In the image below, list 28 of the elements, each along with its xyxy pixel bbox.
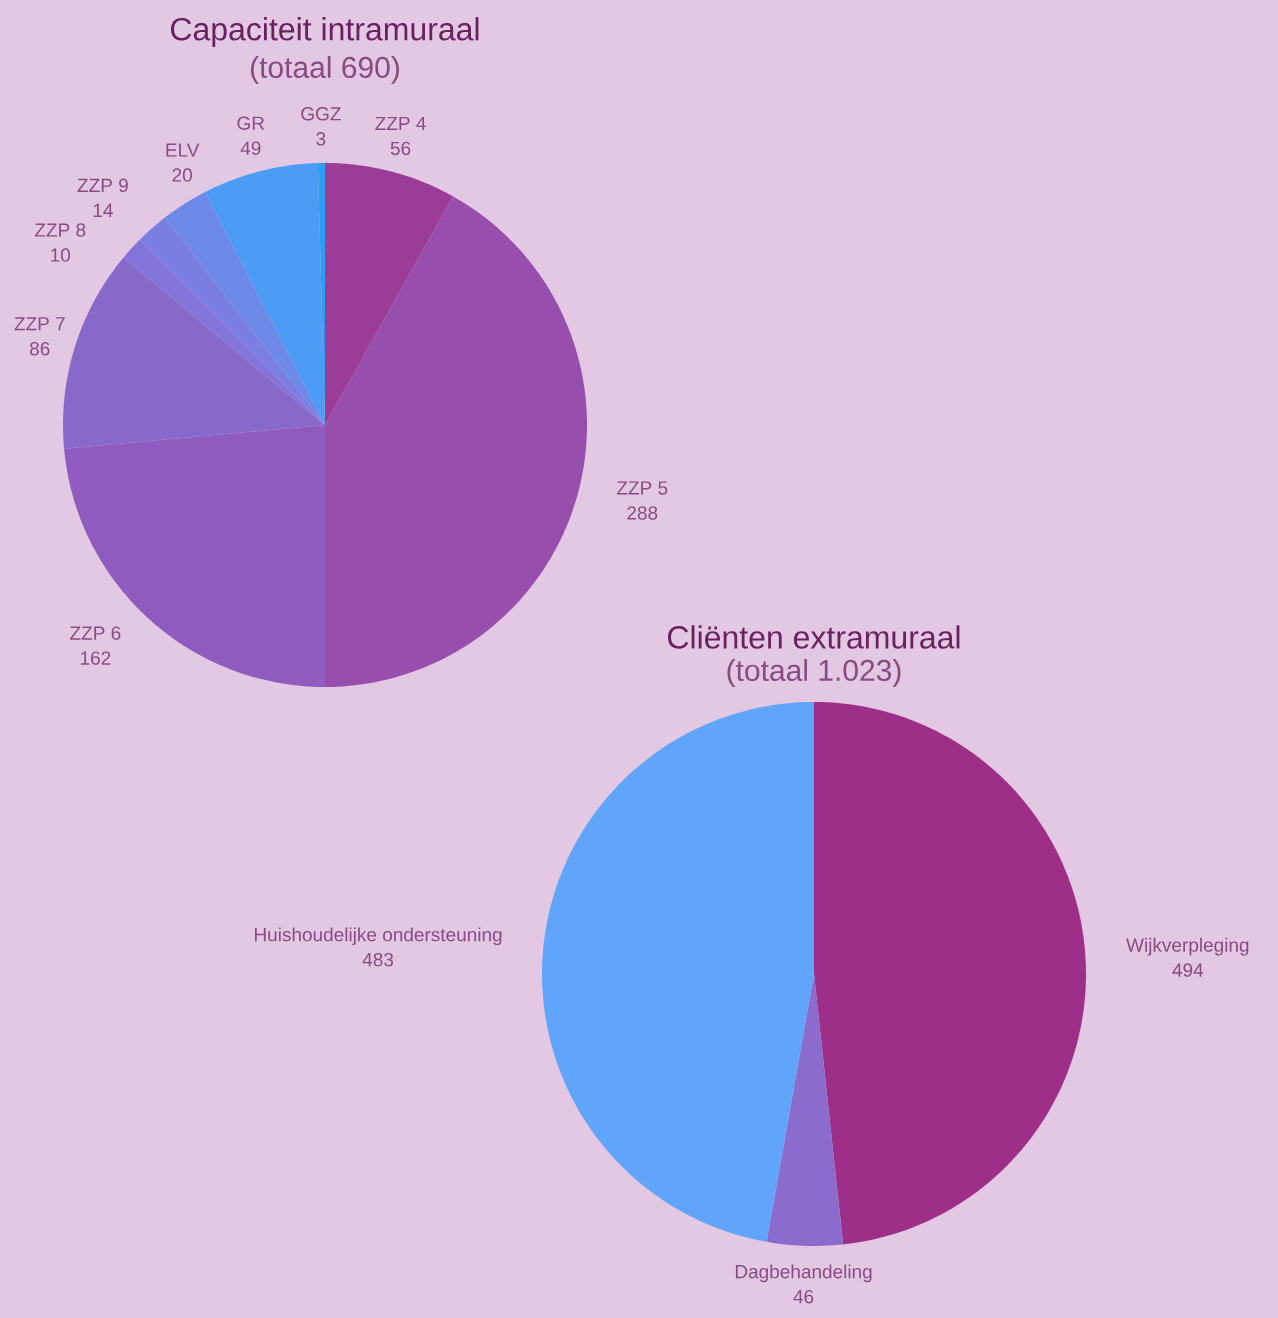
slice-label: ZZP 8: [34, 223, 86, 237]
slice-label: ZZP 7: [14, 317, 65, 331]
data-label: 49: [240, 141, 261, 155]
chart-title: Cliënten extramuraal: [668, 625, 960, 649]
slice-label: GGZ: [301, 107, 341, 121]
data-label: 162: [80, 651, 111, 665]
chart-subtitle: (totaal 1.023): [727, 659, 901, 687]
slice-label: ZZP 4: [375, 116, 426, 130]
chart-title: Capaciteit intramuraal: [171, 17, 479, 47]
slice-label: ZZP 9: [77, 178, 128, 193]
data-label: 14: [93, 203, 113, 217]
slice-label: ZZP 5: [616, 481, 668, 495]
slice-label: ELV: [166, 143, 200, 157]
data-label: 86: [30, 342, 50, 356]
slice-label: Huishoudelijke ondersteuning: [255, 927, 502, 946]
slice-label: Dagbehandeling: [735, 1264, 872, 1283]
data-label: 10: [51, 248, 71, 262]
data-label: 46: [793, 1289, 814, 1304]
chart-subtitle: (totaal 690): [250, 56, 399, 84]
slice-label: Wijkverpleging: [1126, 937, 1249, 956]
data-label: 483: [362, 952, 394, 967]
data-label: 20: [172, 168, 192, 182]
slice-label: ZZP 6: [70, 626, 121, 640]
data-label: 3: [316, 132, 326, 146]
data-label: 56: [390, 141, 411, 156]
data-label: 288: [627, 506, 658, 520]
slice-label: GR: [237, 116, 265, 130]
data-label: 494: [1172, 963, 1204, 977]
